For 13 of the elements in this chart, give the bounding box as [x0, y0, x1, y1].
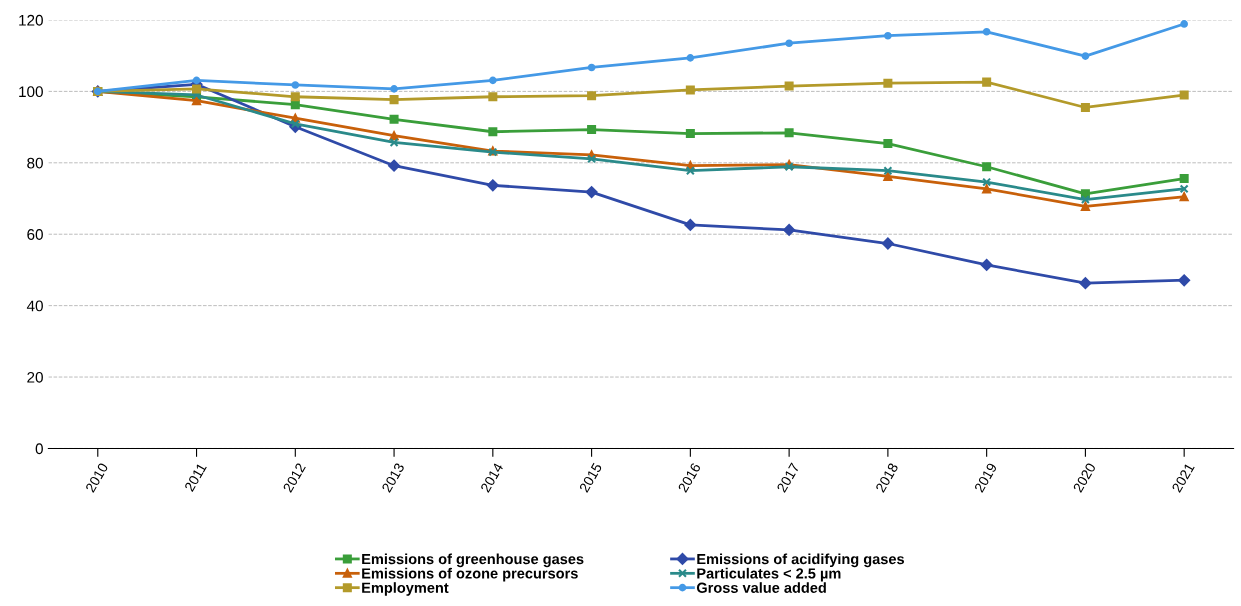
y-tick-label: 40 — [26, 300, 43, 312]
y-tick-label: 60 — [27, 229, 43, 240]
legend-label: Emissions of greenhouse gases — [362, 553, 584, 568]
legend-label: Emissions of acidifying gases — [697, 553, 905, 568]
y-tick-label: 80 — [27, 157, 43, 169]
y-tick-label: 100 — [19, 86, 43, 98]
legend-label: Employment — [362, 582, 449, 596]
legend-label: Emissions of ozone precursors — [362, 567, 578, 582]
y-tick-label: 120 — [19, 14, 43, 26]
y-tick-label: 0 — [35, 443, 43, 455]
y-tick-label: 20 — [27, 371, 43, 383]
legend-label: Particulates < 2.5 µm — [697, 567, 841, 582]
legend-label: Gross value added — [696, 582, 826, 593]
